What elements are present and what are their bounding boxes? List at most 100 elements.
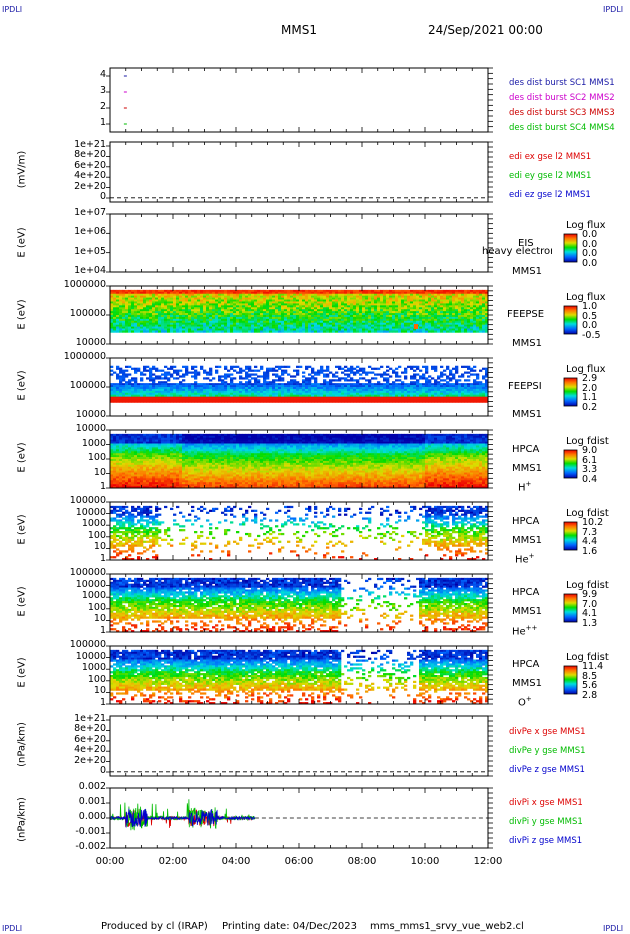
heatmap-cell (377, 320, 381, 324)
heatmap-cell (392, 398, 396, 401)
heatmap-cell (137, 433, 141, 437)
heatmap-cell (209, 371, 213, 374)
heatmap-cell (128, 478, 132, 481)
heatmap-cell (272, 303, 276, 306)
heatmap-cell (161, 322, 165, 325)
heatmap-cell (152, 373, 156, 376)
heatmap-cell (137, 468, 141, 471)
heatmap-cell (260, 303, 264, 306)
heatmap-cell (224, 328, 228, 331)
heatmap-cell (407, 330, 411, 333)
heatmap-cell (155, 388, 159, 392)
heatmap-cell (428, 375, 432, 378)
heatmap-cell (164, 309, 168, 312)
heatmap-cell (332, 398, 336, 401)
heatmap-cell (128, 330, 132, 333)
heatmap-cell (278, 301, 282, 304)
heatmap-cell (314, 303, 318, 306)
heatmap-cell (482, 390, 486, 394)
heatmap-cell (233, 398, 237, 401)
heatmap-cell (113, 291, 117, 295)
heatmap-cell (320, 365, 324, 368)
heatmap-cell (227, 313, 231, 316)
heatmap-cell (404, 398, 408, 401)
heatmap-cell (434, 307, 438, 310)
heatmap-cell (230, 326, 234, 329)
heatmap-cell (404, 392, 408, 396)
heatmap-cell (266, 307, 270, 310)
heatmap-cell (137, 311, 141, 314)
heatmap-cell (200, 400, 204, 403)
heatmap-cell (212, 293, 216, 296)
heatmap-cell (203, 315, 207, 318)
heatmap-cell (290, 328, 294, 331)
heatmap-cell (347, 328, 351, 331)
heatmap-cell (173, 326, 177, 329)
heatmap-cell (410, 305, 414, 308)
heatmap-cell (293, 392, 297, 396)
heatmap-cell (368, 299, 372, 302)
heatmap-cell (152, 462, 156, 466)
heatmap-cell (422, 320, 426, 324)
heatmap-cell (218, 377, 222, 380)
heatmap-cell (266, 328, 270, 331)
heatmap-cell (239, 316, 243, 320)
heatmap-cell (338, 305, 342, 308)
heatmap-cell (440, 373, 444, 376)
heatmap-cell (212, 322, 216, 325)
heatmap-cell (452, 289, 456, 293)
heatmap-cell (386, 365, 390, 368)
heatmap-cell (467, 311, 471, 314)
heatmap-cell (122, 449, 126, 452)
heatmap-cell (260, 326, 264, 329)
heatmap-cell (179, 315, 183, 318)
heatmap-cell (218, 320, 222, 324)
heatmap-cell (212, 400, 216, 403)
heatmap-cell (116, 437, 120, 440)
heatmap-cell (389, 387, 393, 390)
heatmap-cell (152, 472, 156, 475)
heatmap-cell (392, 307, 396, 310)
heatmap-cell (134, 441, 138, 444)
heatmap-cell (191, 328, 195, 331)
heatmap-cell (230, 307, 234, 310)
heatmap-cell (362, 387, 366, 390)
heatmap-cell (407, 305, 411, 308)
heatmap-cell (122, 293, 126, 296)
heatmap-cell (185, 301, 189, 304)
heatmap-cell (125, 322, 129, 325)
heatmap-cell (269, 309, 273, 312)
heatmap-cell (119, 392, 123, 396)
heatmap-cell (197, 311, 201, 314)
heatmap-cell (398, 388, 402, 392)
heatmap-cell (461, 318, 465, 322)
heatmap-cell (224, 324, 228, 327)
heatmap-cell (404, 313, 408, 316)
heatmap-cell (296, 365, 300, 368)
heatmap-cell (266, 390, 270, 394)
heatmap-cell (314, 307, 318, 310)
heatmap-cell (287, 297, 291, 300)
heatmap-cell (389, 316, 393, 320)
heatmap-cell (227, 316, 231, 320)
heatmap-cell (395, 324, 399, 327)
heatmap-cell (125, 468, 129, 471)
heatmap-cell (155, 293, 159, 296)
heatmap-cell (473, 299, 477, 302)
heatmap-cell (413, 387, 417, 390)
heatmap-cell (380, 299, 384, 302)
heatmap-cell (350, 309, 354, 312)
heatmap-cell (230, 367, 234, 370)
heatmap-cell (329, 303, 333, 306)
heatmap-cell (194, 392, 198, 396)
heatmap-cell (317, 390, 321, 394)
heatmap-cell (464, 394, 468, 397)
heatmap-cell (110, 459, 114, 462)
heatmap-cell (335, 328, 339, 331)
heatmap-cell (392, 313, 396, 316)
heatmap-cell (185, 392, 189, 396)
heatmap-cell (296, 324, 300, 327)
heatmap-cell (119, 305, 123, 308)
heatmap-cell (284, 305, 288, 308)
heatmap-cell (323, 396, 327, 399)
